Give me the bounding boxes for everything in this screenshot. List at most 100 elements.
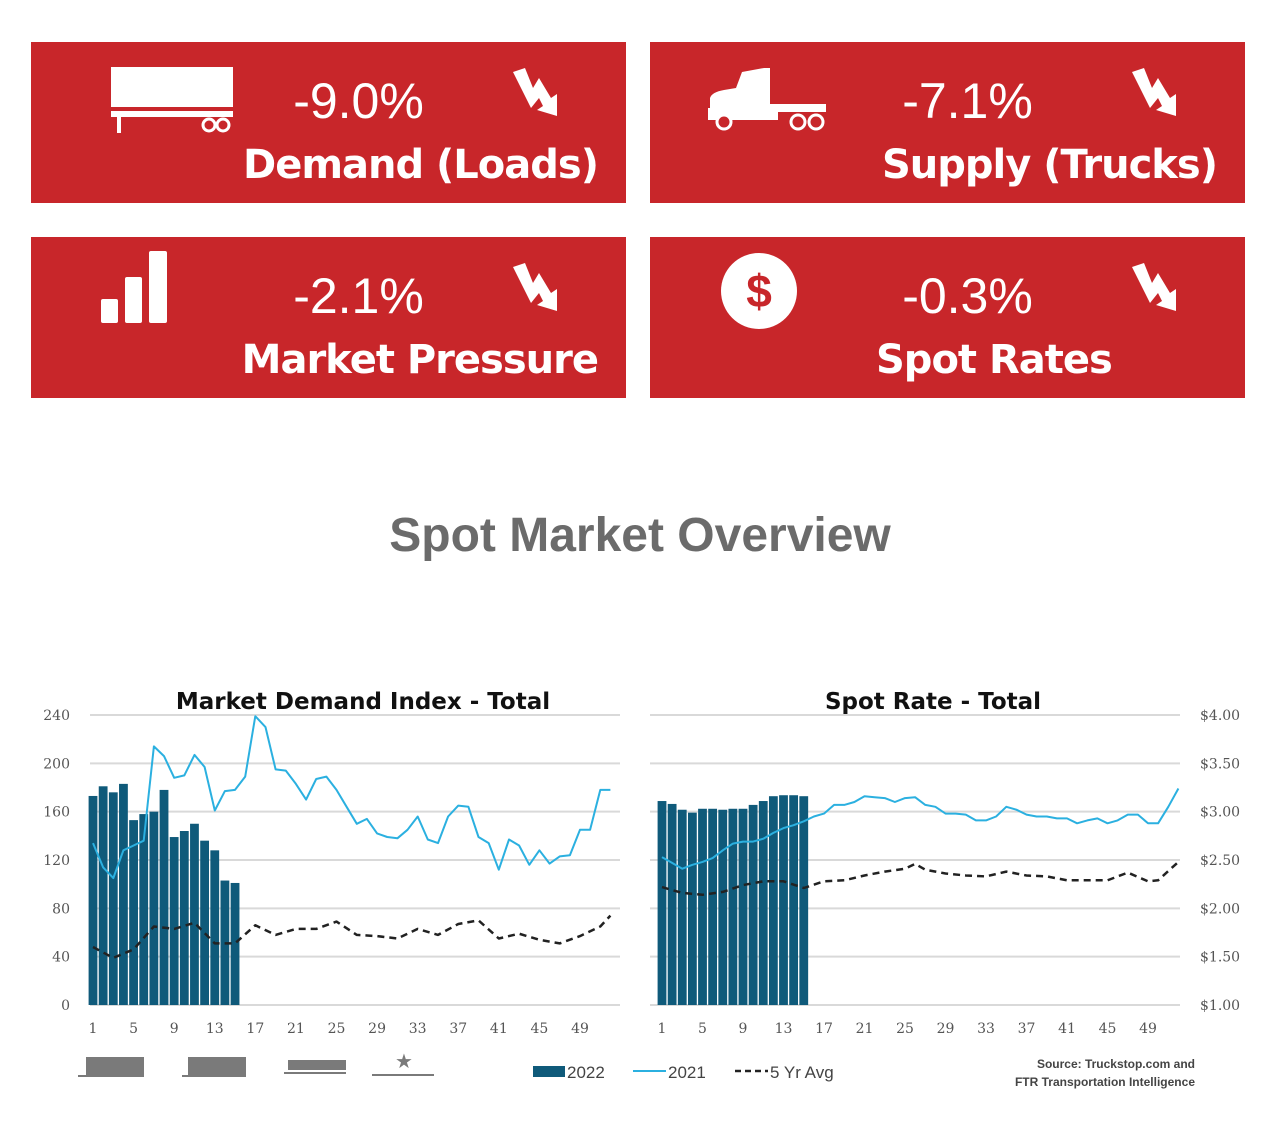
y-tick-label: $4.00 [1200, 708, 1240, 724]
x-tick-label: 25 [896, 1021, 914, 1037]
y-tick-label: $2.00 [1200, 901, 1240, 917]
y-tick-label: 200 [43, 756, 70, 772]
x-tick-label: 5 [129, 1021, 138, 1037]
card-supply: -7.1% Supply (Trucks) [650, 42, 1245, 203]
svg-text:★: ★ [395, 1051, 413, 1073]
spot-rate-chart: $1.00 $1.50 $2.00 $2.50 $3.00 $3.50 $4.00 1 5 9 13… [650, 708, 1240, 1037]
chart-title-spot: Spot Rate - Total [825, 689, 1041, 715]
x-tick-label: 1 [658, 1021, 667, 1037]
bar-2022 [768, 796, 778, 1005]
bar-2022 [129, 820, 138, 1005]
bar-2022 [667, 803, 677, 1005]
demand-label: Demand (Loads) [242, 142, 599, 188]
x-tick-label: 33 [409, 1021, 427, 1037]
line-5yr-avg [92, 914, 612, 960]
x-tick-label: 13 [206, 1021, 224, 1037]
x-tick-label: 25 [328, 1021, 346, 1037]
y-tick-label: 80 [52, 901, 70, 917]
bar-2022 [728, 808, 738, 1005]
bar-2022 [708, 808, 718, 1005]
bar-2022 [179, 831, 189, 1005]
x-tick-label: 37 [1018, 1021, 1036, 1037]
market-demand-chart: 0 40 80 120 160 200 240 1 5 9 13 17 21 25 29 33 37 41 45 49 [43, 708, 620, 1037]
y-tick-label: 240 [43, 708, 70, 724]
x-tick-label: 5 [698, 1021, 707, 1037]
specialized-star-icon: ★ [372, 1051, 434, 1076]
page-title: Spot Market Overview [389, 509, 891, 562]
y-tick-label: $2.50 [1200, 853, 1240, 869]
bar-2022 [748, 804, 758, 1005]
down-arrow-icon [1132, 263, 1176, 311]
supply-label: Supply (Trucks) [881, 142, 1218, 188]
reefer-trailer-icon [182, 1057, 246, 1077]
x-tick-label: 21 [287, 1021, 305, 1037]
y-tick-label: $1.00 [1200, 998, 1240, 1014]
bar-2022 [210, 850, 220, 1005]
van-trailer-icon [78, 1057, 144, 1077]
spot-rates-label: Spot Rates [876, 337, 1113, 383]
bar-2022 [169, 837, 179, 1005]
x-tick-label: 29 [937, 1021, 955, 1037]
bar-chart-icon [101, 251, 167, 323]
down-arrow-icon [513, 263, 557, 311]
legend-2022-swatch [533, 1066, 565, 1077]
bar-2022 [698, 808, 707, 1005]
x-tick-label: 9 [739, 1021, 748, 1037]
x-tick-label: 17 [246, 1021, 264, 1037]
bar-2022 [758, 801, 768, 1005]
market-pressure-label: Market Pressure [241, 337, 599, 383]
trailer-icon [111, 67, 233, 133]
x-tick-label: 29 [368, 1021, 386, 1037]
y-tick-label: $3.00 [1200, 805, 1240, 821]
x-tick-label: 41 [490, 1021, 508, 1037]
supply-value: -7.1% [902, 73, 1033, 129]
source-line2: FTR Transportation Intelligence [1015, 1075, 1195, 1089]
y-tick-label: $1.50 [1200, 950, 1240, 966]
flatbed-icon [284, 1060, 346, 1074]
spot-rates-value: -0.3% [902, 268, 1033, 324]
x-tick-label: 45 [531, 1021, 549, 1037]
chart-title-demand: Market Demand Index - Total [176, 689, 550, 715]
bar-2022 [789, 795, 799, 1005]
truck-icon [708, 68, 826, 131]
x-tick-label: 45 [1099, 1021, 1117, 1037]
x-tick-label: 21 [856, 1021, 874, 1037]
bar-2022 [687, 812, 697, 1005]
x-tick-label: 33 [977, 1021, 995, 1037]
x-tick-label: 17 [815, 1021, 833, 1037]
bar-2022 [98, 786, 108, 1005]
line-5yr-avg [661, 860, 1180, 897]
demand-value: -9.0% [293, 73, 424, 129]
y-tick-label: 120 [43, 853, 70, 869]
y-tick-label: 40 [52, 950, 70, 966]
card-spot-rates: $ -0.3% Spot Rates [650, 237, 1245, 398]
bar-2022 [190, 823, 199, 1005]
legend-avg: 5 Yr Avg [770, 1063, 834, 1082]
y-tick-label: $3.50 [1200, 756, 1240, 772]
x-tick-label: 49 [571, 1021, 589, 1037]
dollar-icon: $ [721, 253, 797, 329]
legend-2021: 2021 [668, 1063, 706, 1082]
y-tick-label: 160 [43, 805, 70, 821]
bar-2022 [779, 795, 788, 1005]
line-2021 [661, 788, 1180, 870]
bar-2022 [657, 801, 667, 1005]
bar-2022 [159, 789, 169, 1005]
bar-2022 [230, 882, 240, 1005]
bar-2022 [718, 809, 728, 1005]
x-tick-label: 1 [89, 1021, 98, 1037]
x-tick-label: 49 [1139, 1021, 1157, 1037]
source-line1: Source: Truckstop.com and [1037, 1057, 1195, 1071]
bar-2022 [799, 796, 809, 1005]
y-tick-label: 0 [61, 998, 70, 1014]
down-arrow-icon [1132, 68, 1176, 116]
bar-2022 [88, 795, 98, 1005]
bar-2022 [119, 783, 128, 1005]
x-tick-label: 9 [170, 1021, 179, 1037]
bar-2022 [139, 814, 149, 1005]
card-market-pressure: -2.1% Market Pressure [31, 237, 626, 398]
bar-2022 [200, 840, 210, 1005]
x-tick-label: 13 [775, 1021, 793, 1037]
line-2021 [92, 715, 611, 880]
